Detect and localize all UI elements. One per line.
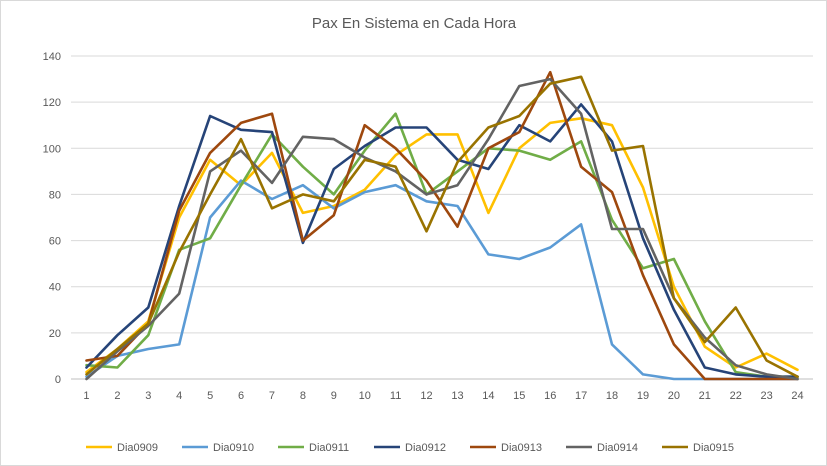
x-tick-label: 3 — [145, 390, 151, 402]
legend-label: Dia0913 — [501, 442, 542, 454]
x-tick-label: 11 — [390, 390, 401, 402]
series-line-dia0915 — [85, 75, 799, 379]
x-tick-label: 12 — [420, 390, 432, 402]
x-tick-label: 15 — [513, 390, 525, 402]
y-tick-label: 40 — [49, 282, 61, 294]
y-tick-label: 0 — [55, 374, 61, 386]
x-tick-label: 4 — [176, 390, 182, 402]
x-tick-label: 18 — [606, 390, 618, 402]
x-axis-ticks: 1 2 3 4 5 6 7 8 9 10 11 12 13 14 15 16 17 18 19 20 21 22 23 24 — [83, 390, 803, 402]
x-tick-label: 17 — [575, 390, 587, 402]
y-tick-label: 100 — [43, 143, 61, 155]
x-tick-label: 19 — [637, 390, 649, 402]
legend: Dia0909 Dia0910 Dia0911 Dia0912 Dia0913 Dia09… — [86, 442, 734, 454]
y-tick-label: 120 — [43, 97, 61, 109]
series-line-dia0909 — [85, 117, 799, 374]
series-line-dia0912 — [85, 103, 799, 379]
x-tick-label: 9 — [331, 390, 337, 402]
series-line-dia0911 — [85, 112, 799, 379]
x-tick-label: 23 — [761, 390, 773, 402]
x-tick-label: 8 — [300, 390, 306, 402]
legend-label: Dia0910 — [213, 442, 254, 454]
x-tick-label: 24 — [791, 390, 803, 402]
legend-label: Dia0915 — [693, 442, 734, 454]
x-tick-label: 1 — [83, 390, 89, 402]
x-tick-label: 13 — [451, 390, 463, 402]
x-tick-label: 5 — [207, 390, 213, 402]
y-tick-label: 60 — [49, 236, 61, 248]
legend-label: Dia0914 — [597, 442, 638, 454]
series-line-dia0914 — [85, 77, 799, 381]
x-tick-label: 2 — [114, 390, 120, 402]
x-tick-label: 21 — [699, 390, 711, 402]
x-tick-label: 16 — [544, 390, 556, 402]
legend-label: Dia0909 — [117, 442, 158, 454]
chart-title: Pax En Sistema en Cada Hora — [312, 15, 517, 32]
y-tick-label: 20 — [49, 328, 61, 340]
series-line-dia0910 — [85, 179, 799, 381]
x-tick-label: 7 — [269, 390, 275, 402]
y-tick-label: 80 — [49, 189, 61, 201]
series-line-dia0913 — [85, 70, 799, 381]
legend-label: Dia0912 — [405, 442, 446, 454]
y-axis-ticks: 0 20 40 60 80 100 120 140 — [43, 51, 61, 386]
y-tick-label: 140 — [43, 51, 61, 63]
x-tick-label: 10 — [359, 390, 371, 402]
series-group — [85, 70, 799, 381]
x-tick-label: 22 — [730, 390, 742, 402]
x-tick-label: 6 — [238, 390, 244, 402]
x-tick-label: 14 — [482, 390, 494, 402]
legend-label: Dia0911 — [309, 442, 349, 454]
x-tick-label: 20 — [668, 390, 680, 402]
